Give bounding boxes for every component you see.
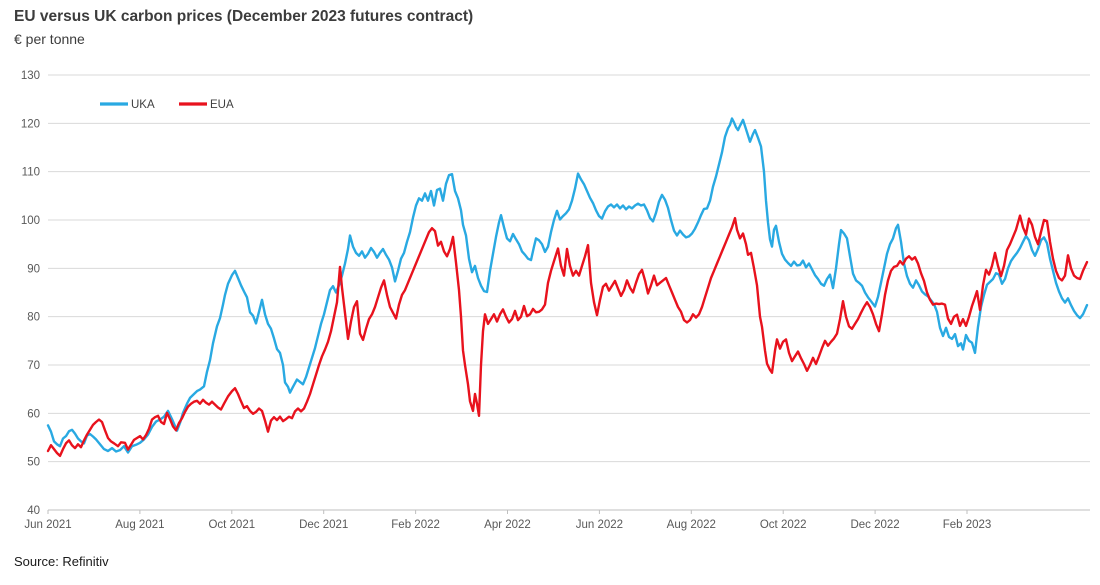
chart-title: EU versus UK carbon prices (December 202… xyxy=(14,8,474,25)
axes: 130 120 110 100 90 80 70 60 50 40 Jun 2021 Aug 2021… xyxy=(21,70,1090,531)
y-tick-label: 110 xyxy=(22,167,40,179)
x-tick-label: Oct 2021 xyxy=(208,519,255,531)
y-tick-label: 50 xyxy=(27,457,40,469)
x-tick-label: Dec 2021 xyxy=(299,519,348,531)
x-tick-label: Feb 2022 xyxy=(391,519,440,531)
eua-price-line xyxy=(46,214,1089,458)
source-attribution: Source: Refinitiv xyxy=(14,554,109,569)
uka-price-line xyxy=(46,117,1089,454)
chart-legend: UKA EUA xyxy=(100,99,234,111)
y-tick-label: 100 xyxy=(21,215,40,227)
x-tick-label: Feb 2023 xyxy=(943,519,992,531)
y-tick-label: 130 xyxy=(21,70,40,82)
x-tick-label: Jun 2022 xyxy=(576,519,623,531)
data-series xyxy=(46,117,1089,458)
chart-subtitle: € per tonne xyxy=(14,31,85,47)
x-tick-label: Oct 2022 xyxy=(760,519,807,531)
y-tick-label: 90 xyxy=(27,263,40,275)
eua-legend-label: EUA xyxy=(210,99,234,111)
x-tick-label: Dec 2022 xyxy=(850,519,899,531)
x-tick-label: Aug 2021 xyxy=(115,519,164,531)
x-tick-label: Apr 2022 xyxy=(484,519,531,531)
x-tick-label: Aug 2022 xyxy=(667,519,716,531)
y-tick-label: 70 xyxy=(27,360,40,372)
x-tick-label: Jun 2021 xyxy=(24,519,71,531)
gridlines xyxy=(48,74,1090,463)
y-tick-label: 120 xyxy=(21,118,40,130)
uka-legend-label: UKA xyxy=(131,99,155,111)
y-tick-label: 60 xyxy=(27,408,40,420)
y-tick-label: 40 xyxy=(27,505,40,517)
y-tick-label: 80 xyxy=(27,312,40,324)
